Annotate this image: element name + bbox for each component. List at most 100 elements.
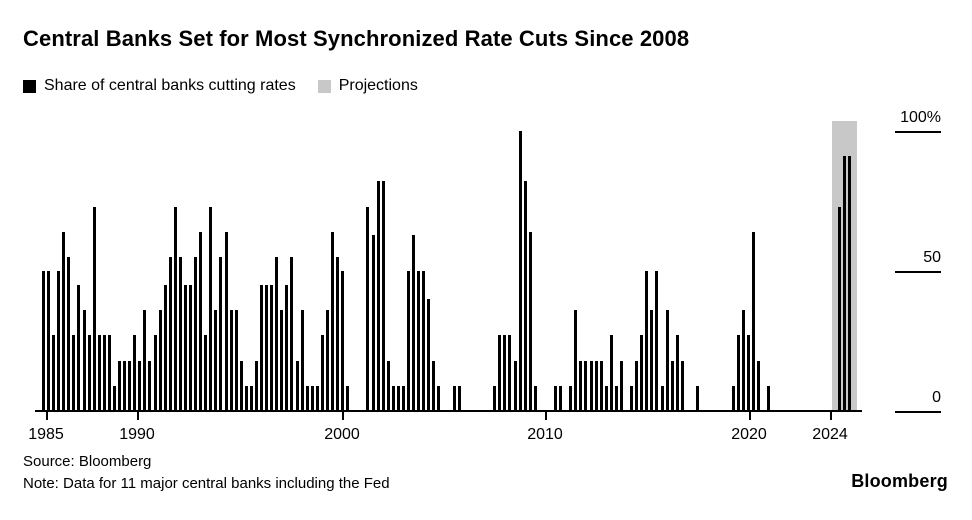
bar <box>498 335 502 411</box>
bar <box>265 285 269 411</box>
legend-item-projections: Projections <box>317 77 418 95</box>
bar <box>219 257 223 411</box>
bar <box>554 385 558 411</box>
note-text: Note: Data for 11 major central banks in… <box>23 475 390 492</box>
bar <box>376 181 380 411</box>
bar <box>609 335 613 411</box>
bar <box>432 360 436 411</box>
bar <box>417 271 421 411</box>
bar <box>254 360 258 411</box>
bar <box>87 335 91 411</box>
bar <box>503 335 507 411</box>
legend-label-projections: Projections <box>338 77 418 94</box>
bar <box>92 206 96 411</box>
bar <box>518 131 522 411</box>
bar <box>229 310 233 411</box>
bar <box>133 335 137 411</box>
bar <box>381 181 385 411</box>
bar <box>107 335 111 411</box>
x-axis-label: 2000 <box>324 426 360 443</box>
bar <box>630 385 634 411</box>
bar <box>412 234 416 411</box>
bar <box>305 385 309 411</box>
bar <box>848 156 852 411</box>
bar <box>528 231 532 411</box>
bar <box>427 299 431 411</box>
bar <box>386 360 390 411</box>
bar <box>756 360 760 411</box>
x-axis-tick <box>342 412 344 420</box>
x-axis-tick <box>830 412 832 420</box>
bar <box>178 257 182 411</box>
bar <box>341 271 345 411</box>
bar <box>67 257 71 411</box>
bar <box>614 385 618 411</box>
bar <box>604 385 608 411</box>
bar <box>295 360 299 411</box>
bar <box>452 385 456 411</box>
bar <box>751 231 755 411</box>
bar <box>214 310 218 411</box>
bar <box>239 360 243 411</box>
source-text: Source: Bloomberg <box>23 453 152 470</box>
bar <box>77 285 81 411</box>
bar <box>371 234 375 411</box>
y-axis-tick-line <box>895 271 941 273</box>
bar <box>640 335 644 411</box>
bar <box>336 257 340 411</box>
bar <box>437 385 441 411</box>
y-axis-label: 100% <box>900 109 941 126</box>
bar <box>280 310 284 411</box>
bar <box>168 257 172 411</box>
legend: Share of central banks cutting rates Pro… <box>23 77 430 95</box>
bar <box>102 335 106 411</box>
bar <box>143 310 147 411</box>
bar <box>52 335 56 411</box>
bloomberg-logo: Bloomberg <box>851 471 948 491</box>
bar <box>843 156 847 411</box>
bar <box>118 360 122 411</box>
x-axis-tick <box>545 412 547 420</box>
bar <box>82 310 86 411</box>
legend-label-cutting: Share of central banks cutting rates <box>44 77 296 94</box>
bar <box>660 385 664 411</box>
bar <box>325 310 329 411</box>
bar <box>533 385 537 411</box>
bar <box>138 360 142 411</box>
bar <box>320 335 324 411</box>
bar <box>234 310 238 411</box>
bar <box>422 271 426 411</box>
bar <box>391 385 395 411</box>
bar <box>47 271 51 411</box>
bar <box>594 360 598 411</box>
bar <box>619 360 623 411</box>
bar <box>224 231 228 411</box>
y-axis-tick-line <box>895 131 941 133</box>
bar <box>42 271 45 411</box>
chart-title: Central Banks Set for Most Synchronized … <box>23 26 690 51</box>
bar <box>346 385 350 411</box>
bar <box>675 335 679 411</box>
bar <box>736 335 740 411</box>
bar <box>249 385 253 411</box>
bar <box>579 360 583 411</box>
bar <box>493 385 497 411</box>
y-axis-label: 0 <box>932 389 941 406</box>
bar <box>650 310 654 411</box>
bar <box>123 360 127 411</box>
bar <box>457 385 461 411</box>
bar <box>635 360 639 411</box>
bar <box>584 360 588 411</box>
bar <box>173 206 177 411</box>
bar <box>97 335 101 411</box>
bar <box>204 335 208 411</box>
bar <box>401 385 405 411</box>
bar <box>128 360 132 411</box>
x-axis-line <box>35 410 862 412</box>
bar <box>574 310 578 411</box>
bar <box>523 181 527 411</box>
bar <box>508 335 512 411</box>
bar <box>244 385 248 411</box>
y-axis-label: 50 <box>923 249 941 266</box>
